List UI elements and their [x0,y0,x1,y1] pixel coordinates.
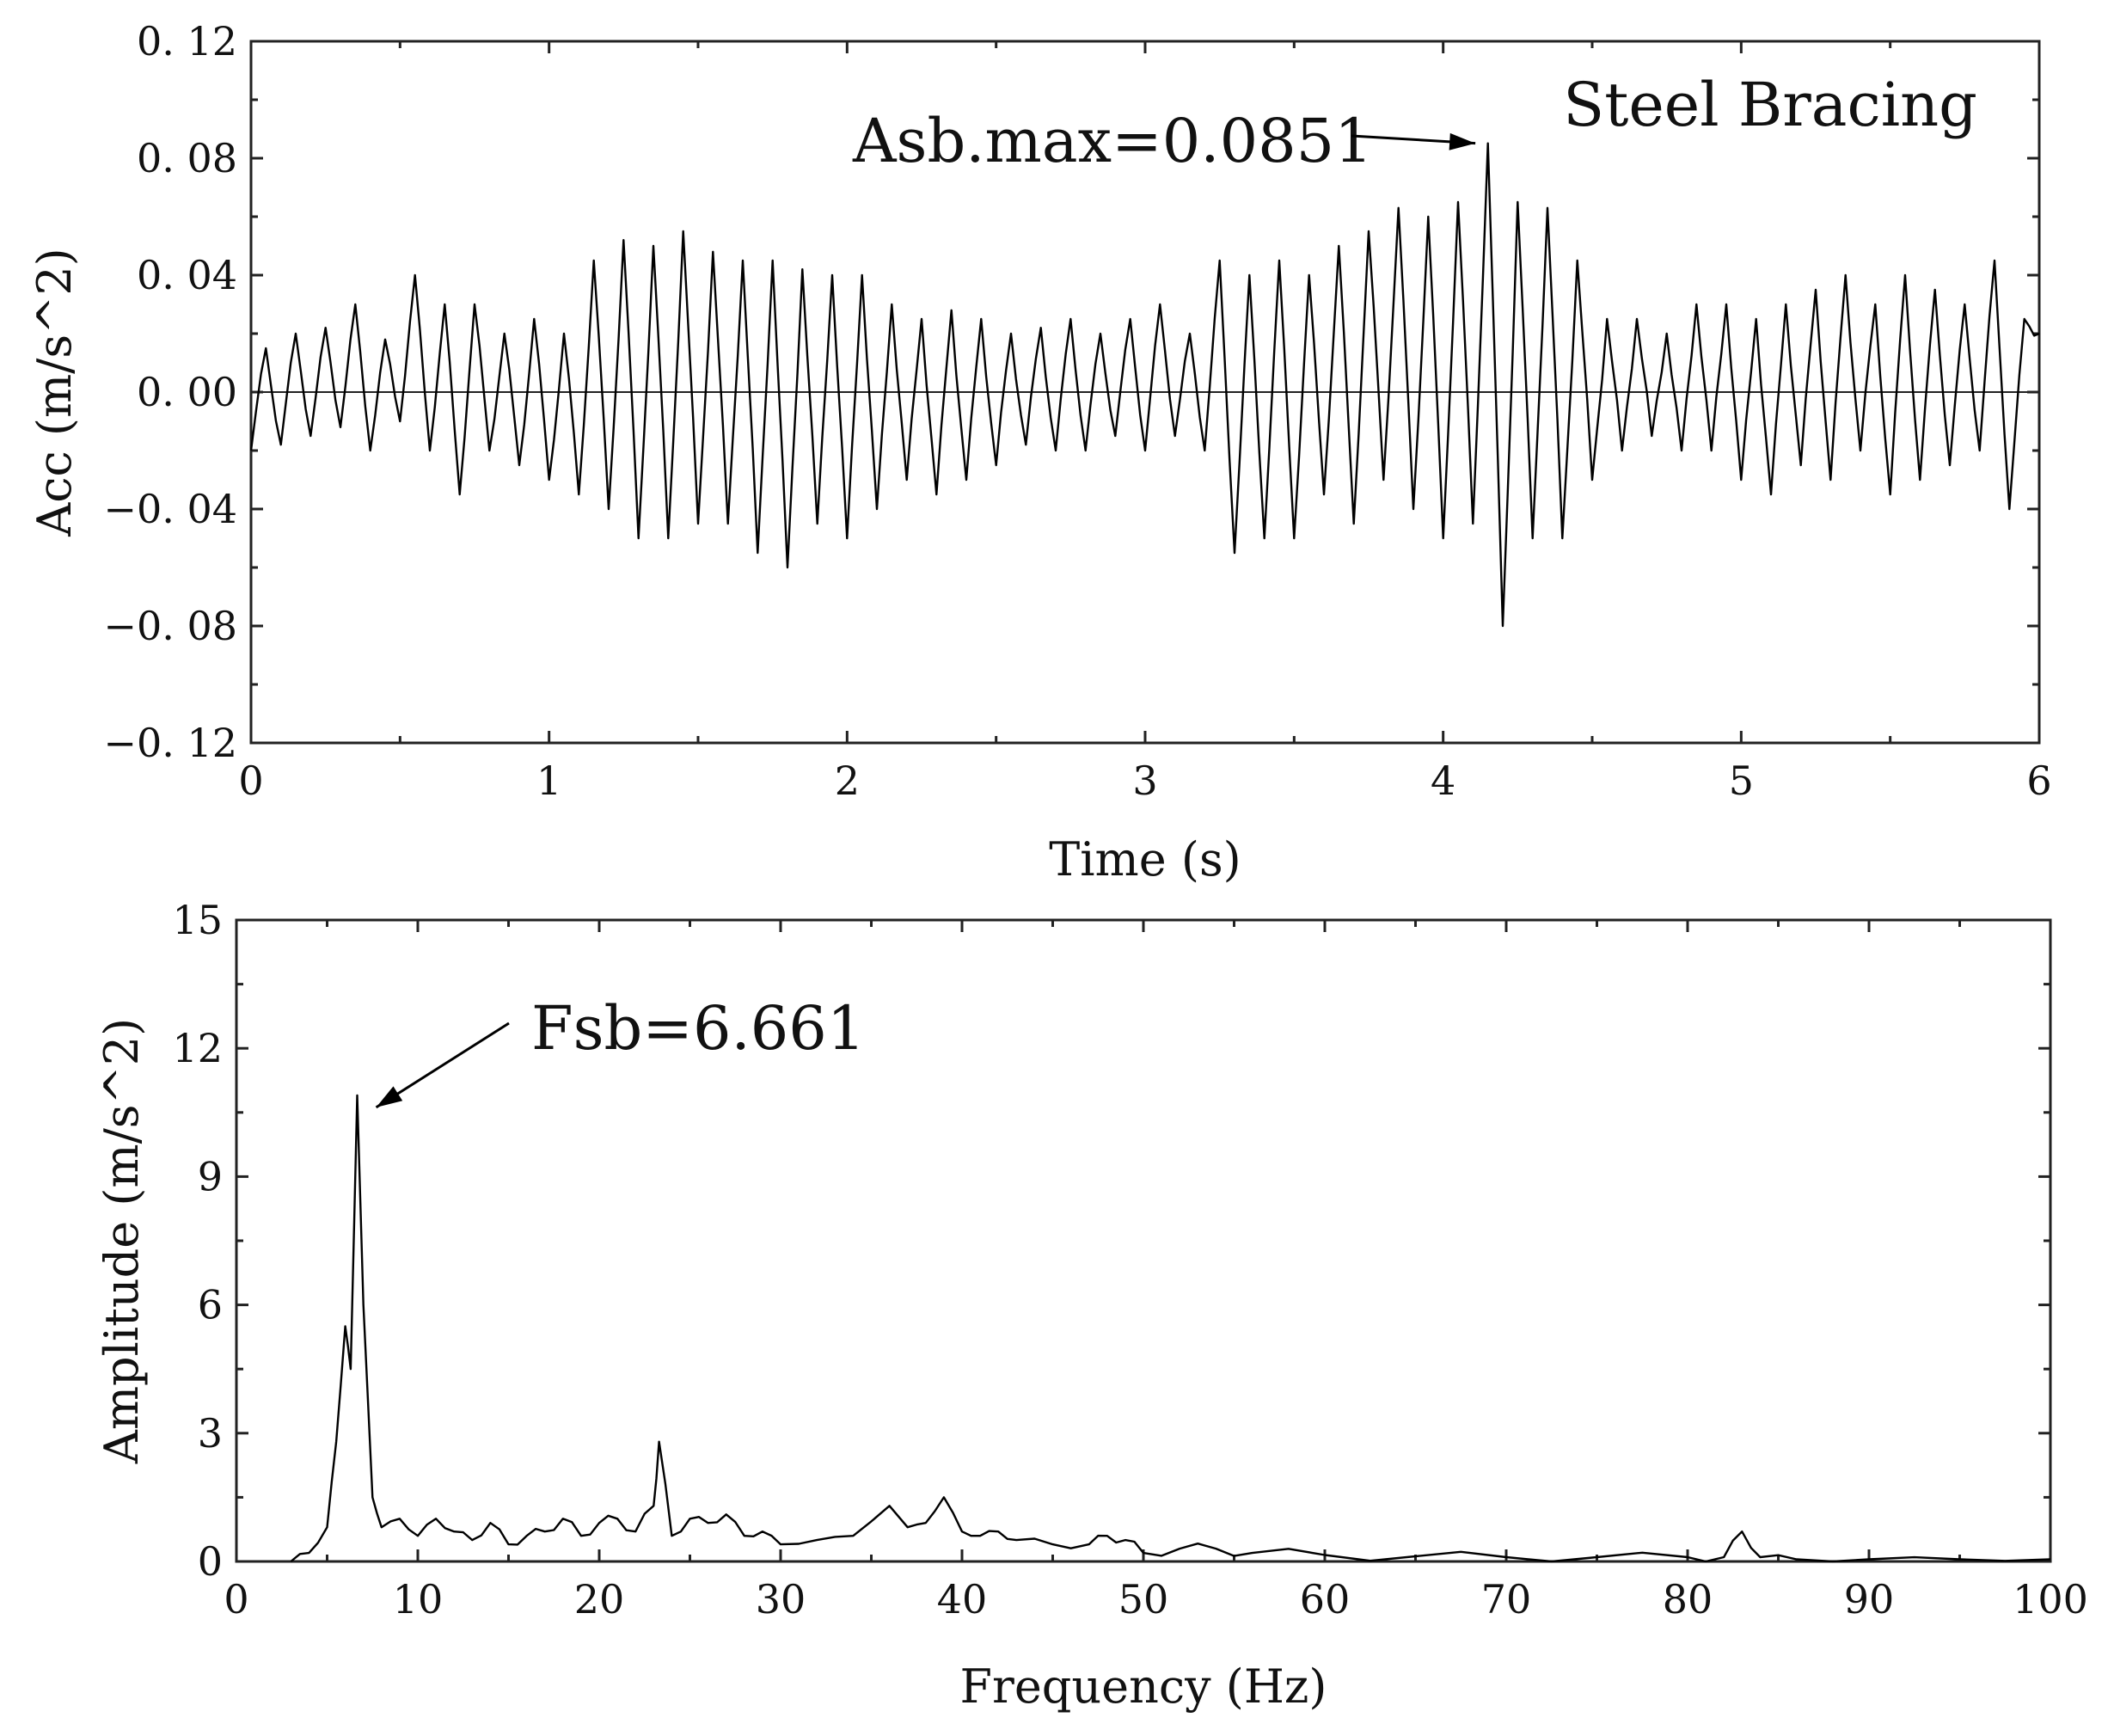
x-tick-label: 1 [536,758,561,804]
y-tick-label: 3 [198,1410,223,1457]
peak-acceleration-annotation: Asb.max=0.0851 [852,106,1373,176]
peak-acceleration-arrowhead [1449,132,1476,150]
spectrum-y-axis: 15 12 9 6 3 0 [172,897,2050,1585]
acceleration-minor-ticks [251,41,2039,743]
dominant-frequency-arrow [375,1021,510,1109]
y-tick-label: 0. 04 [137,252,237,298]
x-tick-label: 10 [393,1576,444,1623]
x-tick-label: 40 [937,1576,988,1623]
x-tick-label: 5 [1729,758,1754,804]
x-tick-label: 0 [238,758,263,804]
dominant-frequency-arrowhead [376,1086,403,1107]
x-tick-label: 3 [1132,758,1157,804]
acceleration-x-axis-title: Time (s) [1049,832,1241,886]
x-tick-label: 30 [756,1576,806,1623]
spectrum-x-axis-title: Frequency (Hz) [960,1659,1327,1714]
y-tick-label: 0. 00 [137,369,237,415]
x-tick-label: 90 [1844,1576,1895,1623]
x-tick-label: 0 [224,1576,248,1623]
y-tick-label: 0. 12 [137,18,237,64]
x-tick-label: 6 [2026,758,2051,804]
x-tick-label: 50 [1118,1576,1169,1623]
y-tick-label: 9 [198,1153,223,1199]
y-tick-label: 6 [198,1282,223,1328]
spectrum-y-axis-title: Amplitude (m/s^2) [95,1018,149,1464]
x-tick-label: 60 [1300,1576,1351,1623]
y-tick-label: −0. 12 [103,720,237,766]
spectrum-series-line [290,1094,2051,1563]
y-tick-label: 0 [198,1538,223,1585]
spectrum-plot-frame [235,918,2052,1563]
acceleration-x-axis: 0 1 2 3 4 5 6 [238,41,2052,804]
x-tick-label: 80 [1663,1576,1713,1623]
x-tick-label: 100 [2013,1576,2088,1623]
acceleration-y-axis-title: Acc (m/s^2) [28,248,82,537]
acceleration-series-line [249,142,2040,628]
y-tick-label: −0. 04 [103,486,237,532]
y-tick-label: 0. 08 [137,135,237,181]
dominant-frequency-annotation: Fsb=6.661 [531,993,865,1064]
x-tick-label: 4 [1431,758,1455,804]
spectrum-x-axis: 0 10 20 30 40 50 60 70 80 90 100 [224,920,2088,1623]
acceleration-chart: 0. 12 0. 08 0. 04 0. 00 −0. 04 −0. 08 −0. 12 0… [28,18,2052,886]
y-tick-label: 12 [172,1025,223,1071]
acceleration-chart-title: Steel Bracing [1563,70,1977,140]
x-tick-label: 20 [574,1576,625,1623]
x-tick-label: 2 [835,758,860,804]
spectrum-minor-ticks [236,920,2050,1561]
y-tick-label: 15 [172,897,223,943]
y-tick-label: −0. 08 [103,603,237,649]
acceleration-y-axis: 0. 12 0. 08 0. 04 0. 00 −0. 04 −0. 08 −0. 12 [103,18,2039,766]
x-tick-label: 70 [1481,1576,1532,1623]
